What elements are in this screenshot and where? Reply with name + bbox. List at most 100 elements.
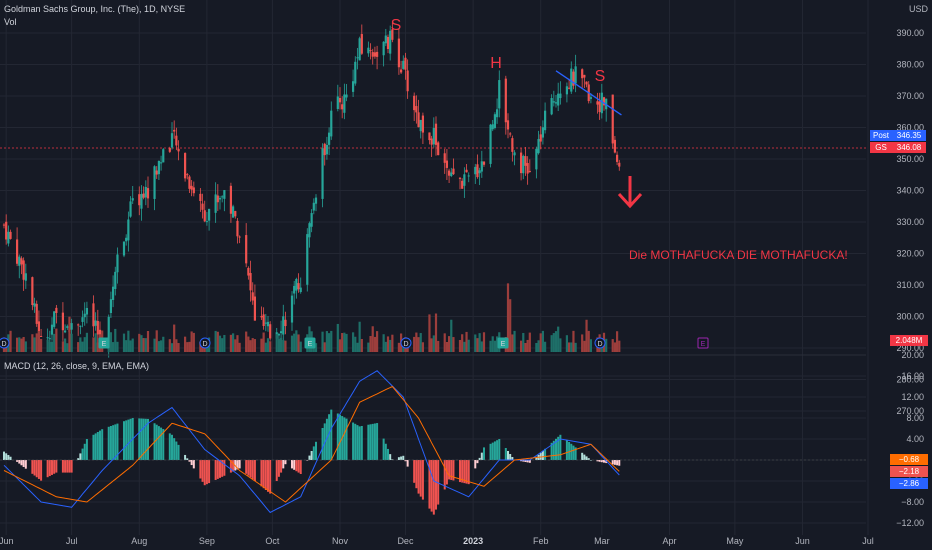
volume-bar bbox=[155, 330, 158, 352]
candle-body bbox=[238, 236, 241, 238]
macd-hist-bar bbox=[160, 427, 163, 460]
macd-hist-bar bbox=[64, 460, 67, 473]
dividend-marker-icon[interactable]: D bbox=[400, 337, 412, 349]
volume-bar bbox=[373, 336, 377, 352]
candle-body bbox=[539, 134, 542, 142]
candle-body bbox=[114, 271, 117, 289]
volume-bar bbox=[234, 339, 237, 352]
candle-body bbox=[550, 98, 553, 115]
candle-body bbox=[131, 198, 134, 201]
candle-body bbox=[50, 324, 54, 335]
candle-body bbox=[382, 41, 385, 56]
candle-body bbox=[482, 161, 486, 165]
time-axis[interactable]: Jun Jul Aug Sep Oct Nov Dec 2023 Feb Mar Apr May Jun… bbox=[0, 536, 874, 546]
candle-body bbox=[125, 237, 128, 242]
volume-bar bbox=[506, 283, 510, 352]
macd-title[interactable]: MACD (12, 26, close, 9, EMA, EMA) bbox=[4, 361, 150, 371]
macd-hist-bar bbox=[391, 459, 394, 460]
candle-body bbox=[434, 123, 438, 145]
macd-hist-bar bbox=[236, 460, 239, 470]
macd-hist-bar bbox=[249, 460, 252, 478]
candle-body bbox=[299, 287, 302, 293]
macd-hist-bar bbox=[312, 446, 315, 460]
macd-hist-bar bbox=[20, 460, 23, 466]
price-tick-label: 300.00 bbox=[896, 312, 924, 322]
volume-bar bbox=[190, 331, 193, 352]
candle-body bbox=[306, 234, 309, 285]
earnings-marker-icon[interactable]: E bbox=[697, 337, 709, 349]
candle-body bbox=[157, 160, 161, 175]
candle-body bbox=[419, 119, 422, 132]
dividend-marker-icon[interactable]: D bbox=[199, 337, 211, 349]
volume-bar bbox=[480, 341, 483, 352]
candle-body bbox=[144, 186, 147, 198]
trendline[interactable] bbox=[555, 70, 622, 116]
macd-hist-bar bbox=[177, 444, 180, 460]
macd-hist-bar bbox=[205, 460, 208, 485]
candle-body bbox=[53, 311, 56, 327]
earnings-marker-icon[interactable]: E bbox=[98, 337, 110, 349]
candle-body bbox=[253, 296, 257, 321]
candle-body bbox=[321, 148, 324, 199]
symbol-title[interactable]: Goldman Sachs Group, Inc. (The), 1D, NYS… bbox=[4, 4, 186, 14]
macd-hist-bar bbox=[404, 460, 407, 462]
volume-bar bbox=[574, 342, 577, 352]
macd-hist-bar bbox=[382, 438, 385, 460]
volume-bar bbox=[277, 338, 281, 352]
volume-bar bbox=[559, 338, 562, 352]
annotation-comment[interactable]: Die MOTHAFUCKA DIE MOTHAFUCKA! bbox=[629, 248, 848, 262]
candle-body bbox=[223, 190, 226, 199]
macd-hist-bar bbox=[413, 460, 416, 483]
earnings-marker-icon[interactable]: E bbox=[497, 337, 509, 349]
candle-body bbox=[116, 254, 119, 273]
candle-body bbox=[498, 80, 501, 109]
candle-body bbox=[142, 193, 145, 198]
macd-hist-bar bbox=[247, 460, 250, 476]
macd-hist-bar bbox=[376, 423, 379, 460]
macd-hist-bar bbox=[613, 460, 616, 465]
macd-hist-bar bbox=[572, 445, 575, 460]
macd-hist-bar bbox=[343, 417, 346, 460]
price-axis[interactable]: 390.00 380.00 370.00 360.00 350.00 340.00 330.… bbox=[896, 28, 924, 416]
head-label[interactable]: H bbox=[490, 55, 502, 72]
volume-bar bbox=[493, 340, 497, 352]
volume-bar bbox=[539, 333, 542, 352]
candle-body bbox=[399, 69, 403, 73]
macd-line-badge: −2.86 bbox=[890, 478, 928, 489]
volume-bar bbox=[413, 336, 416, 352]
macd-hist-bar bbox=[46, 460, 49, 478]
macd-hist-bar bbox=[308, 455, 311, 460]
earnings-marker-icon[interactable]: E bbox=[304, 337, 316, 349]
volume-bar bbox=[111, 342, 115, 352]
volume-bar bbox=[391, 334, 394, 352]
down-arrow-icon[interactable] bbox=[617, 176, 643, 209]
candle-body bbox=[192, 187, 195, 194]
left-shoulder-label[interactable]: S bbox=[391, 17, 402, 34]
volume-bar bbox=[251, 338, 254, 352]
candle-body bbox=[511, 138, 514, 152]
macd-hist-bar bbox=[116, 423, 119, 460]
candle-body bbox=[214, 194, 217, 213]
volume-bar bbox=[345, 333, 348, 352]
volume-bar bbox=[554, 331, 558, 352]
candle-body bbox=[310, 213, 313, 227]
dividend-marker-icon[interactable]: D bbox=[594, 337, 606, 349]
candle-body bbox=[585, 81, 588, 85]
macd-hist-bar bbox=[109, 426, 112, 460]
macd-hist-bar bbox=[127, 419, 130, 460]
volume-bar bbox=[417, 337, 420, 352]
volume-bar bbox=[461, 334, 464, 352]
volume-bar bbox=[434, 313, 438, 352]
candle-body bbox=[373, 52, 377, 57]
candle-body bbox=[567, 87, 571, 89]
volume-bar bbox=[269, 341, 272, 352]
right-shoulder-label[interactable]: S bbox=[595, 68, 606, 85]
volume-label: Vol bbox=[4, 17, 17, 27]
candle-body bbox=[155, 170, 158, 175]
dividend-marker-icon[interactable]: D bbox=[0, 337, 10, 349]
volume-bar bbox=[552, 333, 555, 352]
candle-body bbox=[356, 57, 359, 59]
